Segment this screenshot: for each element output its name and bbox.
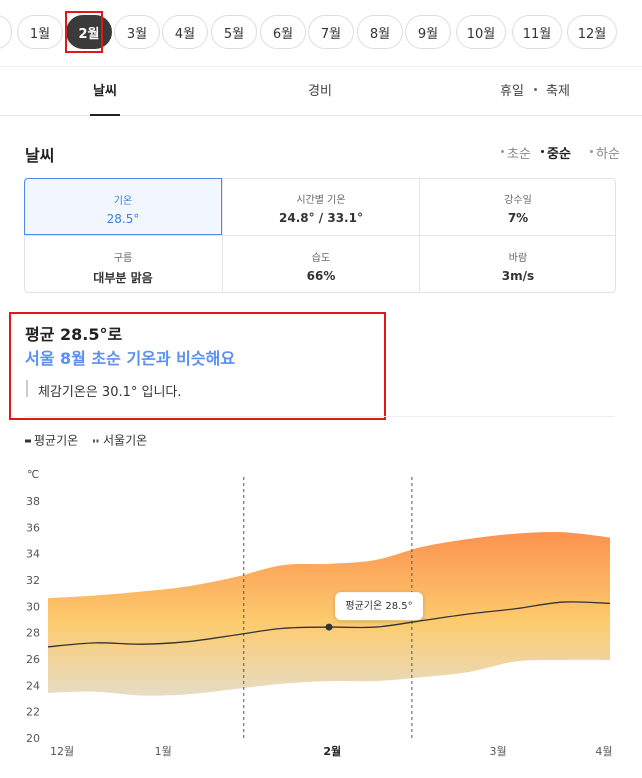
month-pill[interactable]: 10월 bbox=[456, 15, 506, 49]
x-tick-label: 4월 bbox=[595, 745, 612, 758]
y-tick-label: 26 bbox=[26, 653, 40, 666]
tab-underline bbox=[90, 114, 120, 116]
period-option[interactable]: 하순 bbox=[596, 147, 620, 162]
y-tick-label: 22 bbox=[26, 706, 40, 719]
divider bbox=[25, 416, 615, 417]
stat-value: 66% bbox=[306, 269, 336, 283]
x-tick-label: 3월 bbox=[490, 745, 507, 758]
stat-label: 강수일 bbox=[504, 195, 532, 206]
y-tick-label: 36 bbox=[26, 521, 40, 534]
stat-label: 기온 bbox=[113, 196, 133, 207]
tab-bar bbox=[0, 66, 642, 116]
tab[interactable]: 날씨 bbox=[93, 84, 117, 99]
stat-cell: 강수일 7% bbox=[419, 178, 616, 235]
month-pill[interactable]: 8월 bbox=[357, 15, 403, 49]
summary-headline: 평균 28.5°로 bbox=[25, 325, 123, 344]
month-pill[interactable]: 3월 bbox=[114, 15, 160, 49]
stat-label: 시간별 기온 bbox=[296, 195, 346, 206]
tab[interactable]: 휴일 bbox=[500, 84, 524, 99]
highlight-box bbox=[9, 312, 386, 420]
stat-value: 대부분 맑음 bbox=[93, 271, 153, 285]
y-tick-label: 28 bbox=[26, 627, 40, 640]
x-tick-label: 1월 bbox=[155, 745, 172, 758]
stat-cell: 시간별 기온 24.8° / 33.1° bbox=[222, 178, 419, 235]
stat-cell: 바람 3m/s bbox=[419, 235, 616, 292]
month-pill[interactable]: 9월 bbox=[405, 15, 451, 49]
month-pill[interactable]: 12월 bbox=[567, 15, 617, 49]
y-tick-label: 20 bbox=[26, 732, 40, 745]
stat-label: 습도 bbox=[311, 253, 331, 264]
range-band bbox=[48, 532, 610, 696]
stat-value: 28.5° bbox=[106, 212, 140, 226]
stat-label: 바람 bbox=[508, 253, 528, 264]
chart: 평균기온 서울기온 ℃ 20 22 24 26 28 30 32 34 36 38 평균기온 28.5° 1… bbox=[25, 434, 612, 758]
quote-bar bbox=[26, 380, 28, 397]
x-tick-label: 12월 bbox=[50, 745, 74, 758]
month-pill[interactable]: 4월 bbox=[162, 15, 208, 49]
x-tick-label: 2월 bbox=[323, 744, 341, 758]
stat-cell: 기온 28.5° bbox=[24, 178, 222, 235]
tooltip bbox=[335, 592, 423, 621]
month-pill[interactable]: 6월 bbox=[260, 15, 306, 49]
highlight-box bbox=[65, 11, 103, 53]
y-unit: ℃ bbox=[27, 468, 39, 481]
marker bbox=[325, 623, 333, 631]
tooltip-text: 평균기온 28.5° bbox=[345, 600, 412, 612]
month-pill[interactable]: 5월 bbox=[211, 15, 257, 49]
summary-note: 체감기온은 30.1° 입니다. bbox=[38, 385, 182, 400]
legend-label: 평균기온 bbox=[34, 434, 78, 448]
month-pill-cut[interactable] bbox=[0, 15, 12, 49]
y-tick-label: 32 bbox=[26, 574, 40, 587]
period-option[interactable]: 중순 bbox=[547, 147, 571, 162]
y-tick-label: 38 bbox=[26, 495, 40, 508]
stat-value: 3m/s bbox=[501, 269, 535, 283]
y-tick-label: 30 bbox=[26, 600, 40, 613]
period-dot bbox=[590, 150, 593, 153]
stat-value: 7% bbox=[507, 211, 529, 225]
month-pill[interactable]: 11월 bbox=[512, 15, 562, 49]
tab[interactable]: 경비 bbox=[308, 84, 332, 99]
y-tick-label: 24 bbox=[26, 679, 40, 692]
stat-value: 24.8° / 33.1° bbox=[279, 211, 363, 225]
stat-cell: 습도 66% bbox=[222, 235, 419, 292]
legend-label: 서울기온 bbox=[103, 434, 147, 448]
separator-dot bbox=[534, 88, 537, 91]
y-tick-label: 34 bbox=[26, 548, 40, 561]
stat-label: 구름 bbox=[113, 253, 133, 264]
month-pill[interactable]: 1월 bbox=[17, 15, 63, 49]
section-title: 날씨 bbox=[25, 146, 55, 165]
month-pill[interactable]: 7월 bbox=[308, 15, 354, 49]
period-option[interactable]: 초순 bbox=[507, 147, 531, 162]
period-dot bbox=[501, 150, 504, 153]
period-dot bbox=[541, 150, 544, 153]
tab[interactable]: 축제 bbox=[546, 84, 570, 99]
summary-comparison: 서울 8월 초순 기온과 비슷해요 bbox=[25, 349, 236, 368]
